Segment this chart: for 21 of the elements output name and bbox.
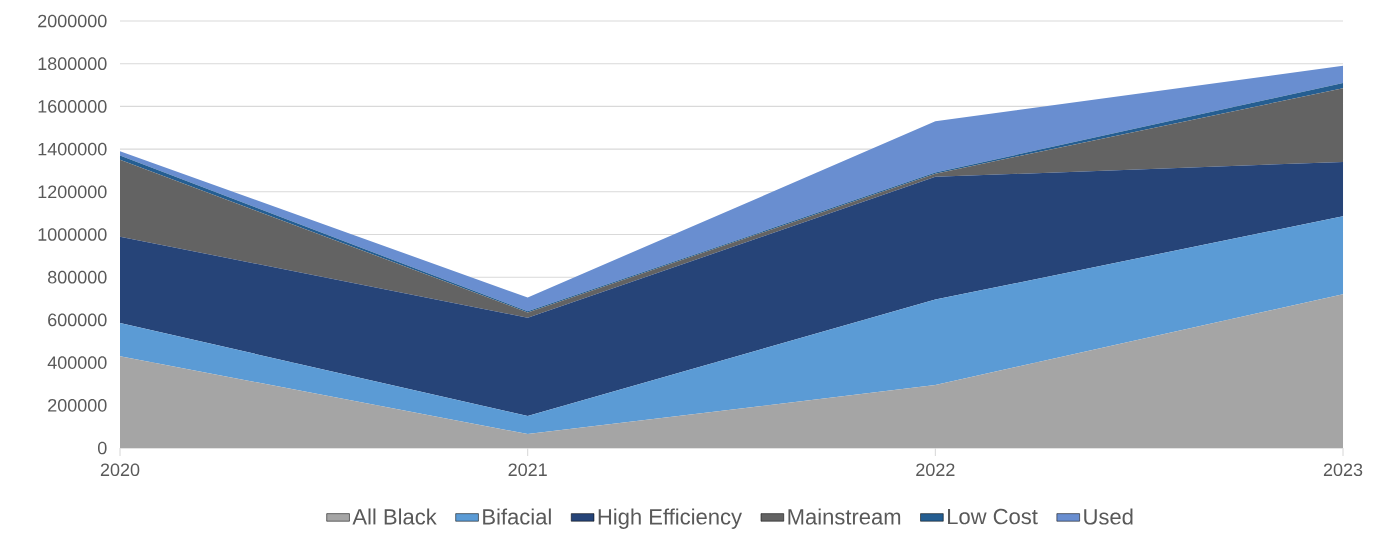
legend-label: Bifacial: [483, 508, 551, 525]
y-tick-label: 2000000: [38, 14, 107, 28]
x-tick-label: 2022: [916, 463, 955, 477]
y-tick-label: 600000: [48, 313, 107, 327]
y-tick-label: 1000000: [38, 228, 107, 241]
y-tick-label: 1200000: [38, 185, 107, 199]
y-tick-label: 400000: [47, 356, 107, 369]
legend-label: Mainstream: [788, 508, 901, 525]
y-tick-label: 800000: [48, 270, 107, 284]
y-tick-label: 0: [97, 441, 107, 455]
legend-label: Used: [1084, 508, 1133, 525]
x-tick-label: 2020: [100, 463, 140, 477]
y-tick-label: 200000: [48, 398, 107, 412]
y-tick-label: 1800000: [38, 57, 107, 71]
y-tick-label: 1600000: [38, 100, 107, 113]
x-tick-label: 2023: [1323, 463, 1363, 477]
legend-label: All Black: [352, 508, 437, 525]
y-tick-label: 1400000: [38, 142, 107, 156]
x-tick-label: 2021: [508, 463, 547, 477]
legend-label: Low Cost: [948, 508, 1038, 525]
legend-label: High Efficiency: [598, 508, 742, 529]
